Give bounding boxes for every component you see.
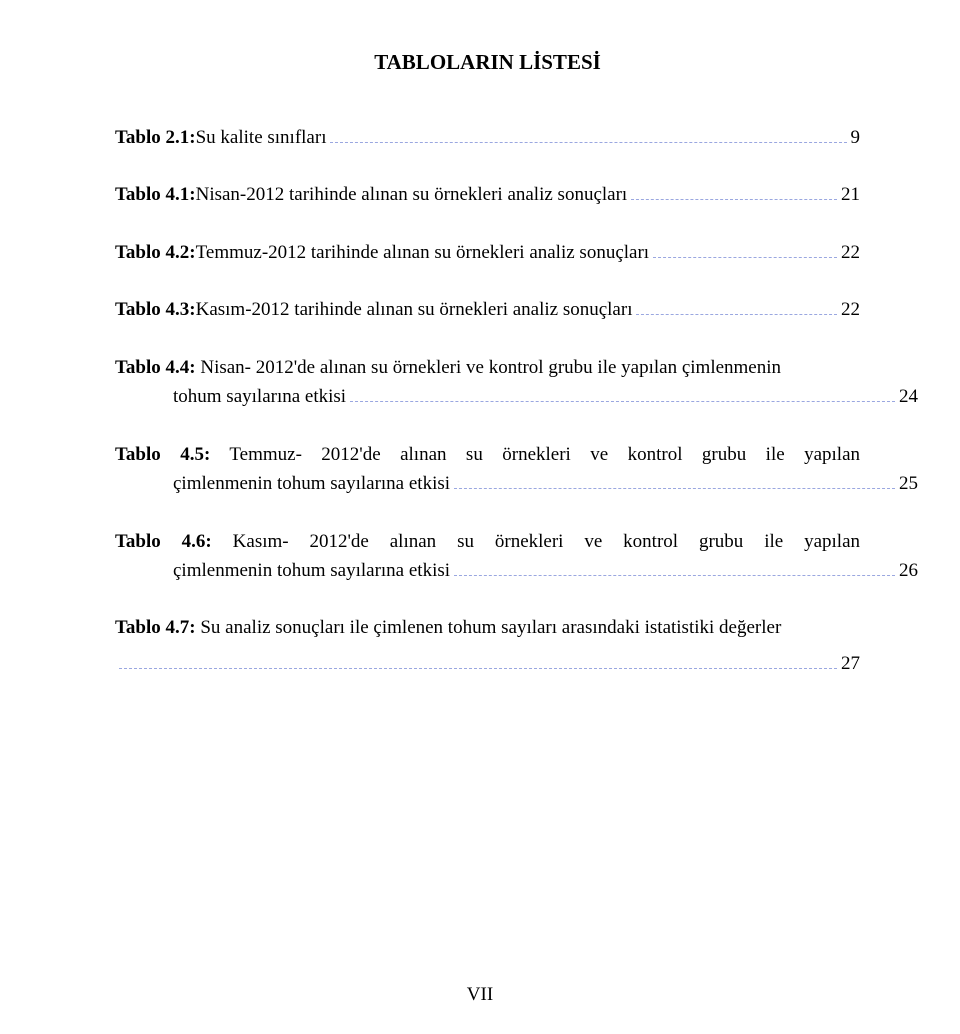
toc-desc: Kasım- 2012'de alınan su örnekleri ve ko…	[212, 531, 860, 552]
leader-dots	[454, 473, 895, 489]
toc-page: 21	[841, 180, 860, 209]
toc-line1: Tablo 4.5: Temmuz- 2012'de alınan su örn…	[115, 440, 860, 469]
toc-desc: Su kalite sınıfları	[196, 123, 327, 152]
toc-label: Tablo 4.4:	[115, 357, 196, 378]
page: TABLOLARIN LİSTESİ Tablo 2.1: Su kalite …	[0, 0, 960, 1034]
toc-row: çimlenmenin tohum sayılarına etkisi 26	[115, 556, 918, 585]
toc-row: Tablo 2.1: Su kalite sınıfları 9	[115, 123, 860, 152]
toc-page: 24	[899, 382, 918, 411]
leader-dots	[330, 127, 846, 143]
toc-desc-cont: çimlenmenin tohum sayılarına etkisi	[173, 469, 450, 498]
toc-label: Tablo 2.1:	[115, 123, 196, 152]
toc-entry: Tablo 4.3: Kasım-2012 tarihinde alınan s…	[115, 295, 860, 324]
toc-label: Tablo 4.1:	[115, 180, 196, 209]
toc-line1: Tablo 4.4: Nisan- 2012'de alınan su örne…	[115, 353, 860, 382]
toc-desc-cont: çimlenmenin tohum sayılarına etkisi	[173, 556, 450, 585]
toc-row: çimlenmenin tohum sayılarına etkisi 25	[115, 469, 918, 498]
toc-page: 9	[851, 123, 861, 152]
toc-desc: Temmuz-2012 tarihinde alınan su örnekler…	[196, 238, 649, 267]
leader-dots	[631, 184, 837, 200]
toc-row: Tablo 4.2: Temmuz-2012 tarihinde alınan …	[115, 238, 860, 267]
toc-row: tohum sayılarına etkisi 24	[115, 382, 918, 411]
toc-entry: Tablo 4.1: Nisan-2012 tarihinde alınan s…	[115, 180, 860, 209]
toc-row: Tablo 4.3: Kasım-2012 tarihinde alınan s…	[115, 295, 860, 324]
toc-entry: Tablo 4.7: Su analiz sonuçları ile çimle…	[115, 613, 860, 678]
toc-entry: Tablo 4.5: Temmuz- 2012'de alınan su örn…	[115, 440, 860, 499]
leader-dots	[636, 299, 837, 315]
toc-desc-cont: tohum sayılarına etkisi	[173, 382, 346, 411]
toc-page: 22	[841, 295, 860, 324]
toc-label: Tablo 4.6:	[115, 531, 212, 552]
page-title: TABLOLARIN LİSTESİ	[115, 50, 860, 75]
toc-entry: Tablo 4.4: Nisan- 2012'de alınan su örne…	[115, 353, 860, 412]
toc-desc: Nisan-2012 tarihinde alınan su örnekleri…	[196, 180, 628, 209]
toc-row: 27	[115, 649, 860, 678]
toc-page: 25	[899, 469, 918, 498]
toc-entry: Tablo 4.6: Kasım- 2012'de alınan su örne…	[115, 527, 860, 586]
toc-desc: Nisan- 2012'de alınan su örnekleri ve ko…	[196, 357, 781, 378]
leader-dots	[653, 242, 837, 258]
toc-row: Tablo 4.1: Nisan-2012 tarihinde alınan s…	[115, 180, 860, 209]
toc-label: Tablo 4.5:	[115, 444, 210, 465]
toc-label: Tablo 4.2:	[115, 238, 196, 267]
page-number: VII	[0, 984, 960, 1006]
toc-page: 26	[899, 556, 918, 585]
toc-label: Tablo 4.7:	[115, 617, 196, 638]
leader-dots	[350, 386, 895, 402]
toc-desc: Su analiz sonuçları ile çimlenen tohum s…	[196, 617, 782, 638]
toc-line1: Tablo 4.7: Su analiz sonuçları ile çimle…	[115, 613, 860, 642]
leader-dots	[454, 560, 895, 576]
toc-desc: Temmuz- 2012'de alınan su örnekleri ve k…	[210, 444, 860, 465]
toc-page: 27	[841, 649, 860, 678]
toc-page: 22	[841, 238, 860, 267]
leader-dots	[119, 653, 837, 669]
toc-entry: Tablo 2.1: Su kalite sınıfları 9	[115, 123, 860, 152]
toc-line1: Tablo 4.6: Kasım- 2012'de alınan su örne…	[115, 527, 860, 556]
toc-entry: Tablo 4.2: Temmuz-2012 tarihinde alınan …	[115, 238, 860, 267]
toc-desc: Kasım-2012 tarihinde alınan su örnekleri…	[196, 295, 633, 324]
toc-label: Tablo 4.3:	[115, 295, 196, 324]
